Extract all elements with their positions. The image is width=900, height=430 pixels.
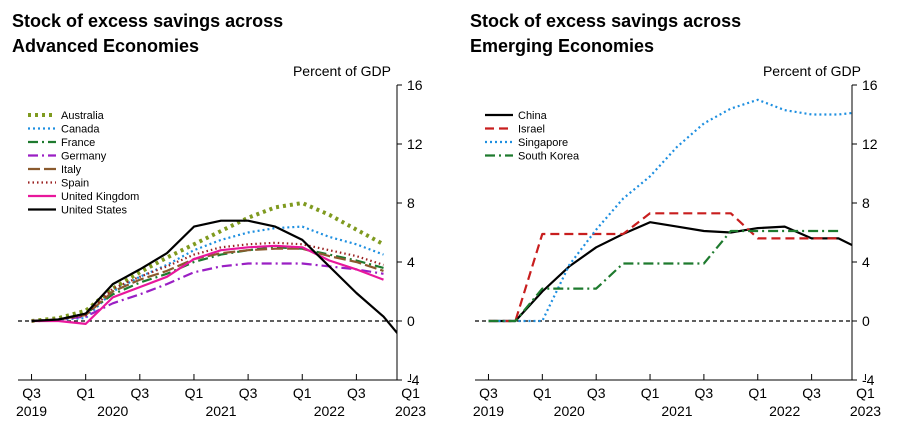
x-tick-quarter-label: Q1 bbox=[641, 385, 660, 401]
series-line-australia bbox=[31, 201, 385, 323]
legend-label: China bbox=[518, 110, 548, 122]
chart-title-emerging: Stock of excess savings across bbox=[470, 11, 741, 31]
series-group bbox=[31, 201, 397, 335]
legend-label: Spain bbox=[61, 178, 89, 190]
x-tick-year-label: 2022 bbox=[769, 403, 800, 419]
x-tick-year-label: 2021 bbox=[205, 403, 236, 419]
series-line-italy bbox=[31, 247, 384, 323]
y-tick-label: 0 bbox=[407, 313, 415, 329]
chart-subtitle-emerging: Emerging Economies bbox=[470, 36, 654, 56]
x-tick-year-label: 2020 bbox=[97, 403, 128, 419]
y-tick-label: 8 bbox=[862, 195, 870, 211]
x-tick-quarter-label: Q1 bbox=[401, 385, 420, 401]
y-tick-label: 0 bbox=[862, 313, 870, 329]
series-line-spain bbox=[31, 241, 384, 323]
x-tick-quarter-label: Q3 bbox=[22, 385, 41, 401]
x-tick-quarter-label: Q3 bbox=[239, 385, 258, 401]
series-line-united-kingdom bbox=[31, 244, 384, 325]
x-tick-year-label: 2023 bbox=[395, 403, 426, 419]
x-tick-year-label: 2021 bbox=[661, 403, 692, 419]
x-tick-quarter-label: Q1 bbox=[76, 385, 95, 401]
y-unit-label-emerging: Percent of GDP bbox=[763, 63, 861, 79]
x-tick-quarter-label: Q3 bbox=[695, 385, 714, 401]
x-tick-quarter-label: Q3 bbox=[802, 385, 821, 401]
series-line-canada bbox=[31, 225, 384, 323]
legend-label: Canada bbox=[61, 124, 100, 136]
x-tick-quarter-label: Q3 bbox=[587, 385, 606, 401]
x-tick-year-label: 2023 bbox=[850, 403, 881, 419]
x-tick-year-label: 2022 bbox=[314, 403, 345, 419]
series-group bbox=[488, 98, 852, 323]
x-tick-year-label: 2019 bbox=[16, 403, 47, 419]
legend-label: Singapore bbox=[518, 137, 568, 149]
series-line-france bbox=[31, 246, 384, 323]
legend-label: Australia bbox=[61, 110, 105, 122]
y-tick-label: 4 bbox=[407, 254, 415, 270]
x-tick-year-label: 2019 bbox=[473, 403, 504, 419]
x-tick-year-label: 2020 bbox=[554, 403, 585, 419]
legend-label: South Korea bbox=[518, 151, 580, 163]
x-tick-quarter-label: Q3 bbox=[347, 385, 366, 401]
legend-label: United States bbox=[61, 205, 128, 217]
legend-label: Italy bbox=[61, 164, 82, 176]
series-line-singapore bbox=[488, 98, 852, 323]
x-tick-quarter-label: Q1 bbox=[533, 385, 552, 401]
series-line-china bbox=[488, 221, 852, 323]
panel-emerging-economies: Stock of excess savings across Emerging … bbox=[470, 11, 881, 419]
legend-label: Germany bbox=[61, 151, 107, 163]
chart-subtitle-advanced: Advanced Economies bbox=[12, 36, 199, 56]
x-tick-quarter-label: Q3 bbox=[130, 385, 149, 401]
y-tick-label: 12 bbox=[407, 136, 423, 152]
x-tick-quarter-label: Q3 bbox=[479, 385, 498, 401]
y-tick-label: 16 bbox=[407, 77, 423, 93]
x-tick-quarter-label: Q1 bbox=[748, 385, 767, 401]
legend-label: United Kingdom bbox=[61, 191, 139, 203]
legend-label: France bbox=[61, 137, 95, 149]
panel-advanced-economies: Stock of excess savings across Advanced … bbox=[12, 11, 426, 419]
x-tick-quarter-label: Q1 bbox=[185, 385, 204, 401]
chart-title-advanced: Stock of excess savings across bbox=[12, 11, 283, 31]
x-tick-quarter-label: Q1 bbox=[293, 385, 312, 401]
y-tick-label: 4 bbox=[862, 254, 870, 270]
legend: AustraliaCanadaFranceGermanyItalySpainUn… bbox=[28, 110, 139, 217]
y-unit-label-advanced: Percent of GDP bbox=[293, 63, 391, 79]
y-tick-label: 16 bbox=[862, 77, 878, 93]
series-line-israel bbox=[488, 212, 839, 323]
series-line-germany bbox=[31, 262, 384, 323]
y-tick-label: 12 bbox=[862, 136, 878, 152]
legend-label: Israel bbox=[518, 124, 545, 136]
series-line-south-korea bbox=[488, 229, 839, 323]
x-tick-quarter-label: Q1 bbox=[856, 385, 875, 401]
series-line-united-states bbox=[31, 219, 397, 335]
y-tick-label: 8 bbox=[407, 195, 415, 211]
